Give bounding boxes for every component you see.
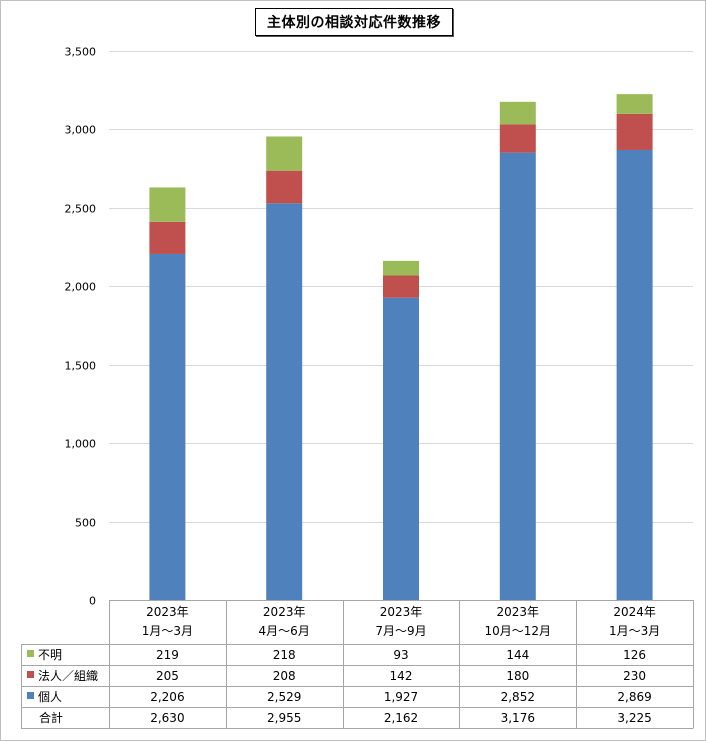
data-label: 2,852 xyxy=(501,690,535,704)
data-label: 180 xyxy=(506,669,529,683)
y-tick-label: 500 xyxy=(75,517,96,530)
x-tick-label: 4月～6月 xyxy=(259,624,310,638)
bar-segment xyxy=(499,152,536,600)
data-label: 208 xyxy=(273,669,296,683)
data-label: 1,927 xyxy=(384,690,418,704)
data-label: 2,206 xyxy=(150,690,184,704)
data-label: 142 xyxy=(390,669,413,683)
y-axis-tick-labels: 0 500 1,000 1,500 2,000 2,500 3,000 3,500 xyxy=(65,46,97,608)
data-label: 144 xyxy=(506,648,529,662)
bar-segment xyxy=(149,187,186,222)
x-tick-label: 1月～3月 xyxy=(609,624,660,638)
bar-segment xyxy=(616,94,653,114)
y-tick-label: 3,000 xyxy=(65,124,97,137)
bar-segment xyxy=(383,297,419,600)
x-tick-label: 2023年 xyxy=(146,605,189,619)
data-label: 2,955 xyxy=(267,711,301,725)
bar-segment xyxy=(616,113,653,150)
legend-key xyxy=(27,671,34,678)
chart-title: 主体別の相談対応件数推移 xyxy=(255,8,453,36)
legend-label: 不明 xyxy=(38,648,62,662)
data-label: 219 xyxy=(156,648,179,662)
data-label: 2,162 xyxy=(384,711,418,725)
legend-label: 合計 xyxy=(39,710,63,725)
data-label: 230 xyxy=(623,669,646,683)
bars xyxy=(149,94,653,600)
y-tick-label: 1,000 xyxy=(65,438,97,451)
bar-segment xyxy=(383,260,419,276)
x-tick-label: 2024年 xyxy=(613,605,656,619)
data-label: 3,225 xyxy=(617,711,651,725)
x-tick-label: 7月～9月 xyxy=(375,624,426,638)
x-tick-label: 2023年 xyxy=(380,605,423,619)
y-tick-label: 0 xyxy=(89,595,96,608)
x-tick-label: 2023年 xyxy=(497,605,540,619)
y-tick-label: 3,500 xyxy=(65,46,97,59)
data-label: 2,869 xyxy=(617,690,651,704)
bar-segment xyxy=(499,101,536,125)
data-label: 126 xyxy=(623,648,646,662)
x-tick-label: 10月～12月 xyxy=(485,624,552,638)
data-label: 2,630 xyxy=(150,711,184,725)
data-label: 205 xyxy=(156,669,179,683)
data-label: 2,529 xyxy=(267,690,301,704)
x-tick-label: 2023年 xyxy=(263,605,306,619)
bar-segment xyxy=(383,275,419,298)
data-label: 93 xyxy=(393,648,408,662)
x-tick-label: 1月～3月 xyxy=(142,624,193,638)
legend-label: 個人 xyxy=(38,690,62,704)
data-label: 218 xyxy=(273,648,296,662)
y-tick-label: 1,500 xyxy=(65,360,97,373)
legend-key xyxy=(27,692,34,699)
bar-segment xyxy=(499,124,536,153)
data-label: 3,176 xyxy=(501,711,535,725)
bar-segment xyxy=(616,149,653,600)
bar-segment xyxy=(149,253,186,600)
bar-segment xyxy=(266,203,303,600)
legend-label: 法人／組織 xyxy=(38,669,98,683)
bar-segment xyxy=(266,136,303,171)
bar-segment xyxy=(266,170,303,204)
data-table: 2023年 1月～3月 2023年 4月～6月 2023年 7月～9月 2023年 10月～1… xyxy=(21,600,694,729)
y-tick-label: 2,500 xyxy=(65,203,97,216)
y-tick-label: 2,000 xyxy=(65,281,97,294)
legend-key xyxy=(27,650,34,657)
bar-segment xyxy=(149,221,186,254)
